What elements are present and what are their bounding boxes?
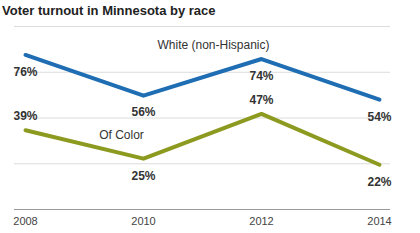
svg-text:76%: 76% [13,65,37,79]
svg-text:47%: 47% [249,93,273,107]
svg-text:2012: 2012 [249,215,273,227]
svg-text:54%: 54% [367,110,391,124]
svg-text:25%: 25% [131,169,155,183]
svg-text:22%: 22% [367,175,391,189]
svg-text:Of Color: Of Color [99,128,144,142]
svg-text:White (non-Hispanic): White (non-Hispanic) [157,38,269,52]
svg-text:2010: 2010 [131,215,155,227]
svg-text:39%: 39% [13,109,37,123]
html-text:Voter turnout in Minnesota by: Voter turnout in Minnesota by race [2,3,216,18]
svg-text:2008: 2008 [13,215,37,227]
svg-text:74%: 74% [249,69,273,83]
svg-text:2014: 2014 [367,215,391,227]
svg-text:56%: 56% [131,105,155,119]
